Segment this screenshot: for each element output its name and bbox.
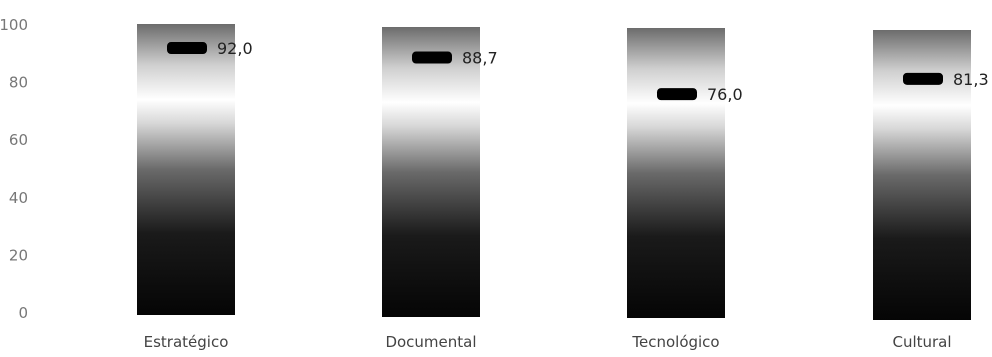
bar-documental — [382, 27, 480, 317]
category-label: Documental — [385, 333, 476, 351]
y-tick-label: 20 — [9, 246, 28, 264]
value-labels: 92,0 88,7 76,0 81,3 — [217, 39, 989, 104]
y-tick-label: 60 — [9, 131, 28, 149]
value-markers — [167, 42, 943, 101]
value-marker — [412, 51, 452, 64]
value-label: 76,0 — [707, 85, 743, 104]
value-marker — [903, 72, 943, 85]
value-label: 88,7 — [462, 49, 498, 68]
value-marker — [167, 42, 207, 55]
category-label: Tecnológico — [631, 333, 719, 351]
y-tick-label: 40 — [9, 189, 28, 207]
value-label: 81,3 — [953, 70, 989, 89]
bars — [137, 24, 971, 320]
x-axis: Estratégico Documental Tecnológico Cultural — [144, 333, 952, 351]
category-label: Cultural — [892, 333, 951, 351]
category-label: Estratégico — [144, 333, 229, 351]
bar-tecnologico — [627, 28, 725, 318]
y-tick-label: 80 — [9, 74, 28, 92]
value-marker — [657, 88, 697, 101]
y-tick-label: 0 — [18, 304, 28, 322]
bar-estrategico — [137, 24, 235, 315]
y-tick-label: 100 — [0, 16, 28, 34]
value-label: 92,0 — [217, 39, 253, 58]
y-axis: 0 20 40 60 80 100 — [0, 16, 28, 322]
